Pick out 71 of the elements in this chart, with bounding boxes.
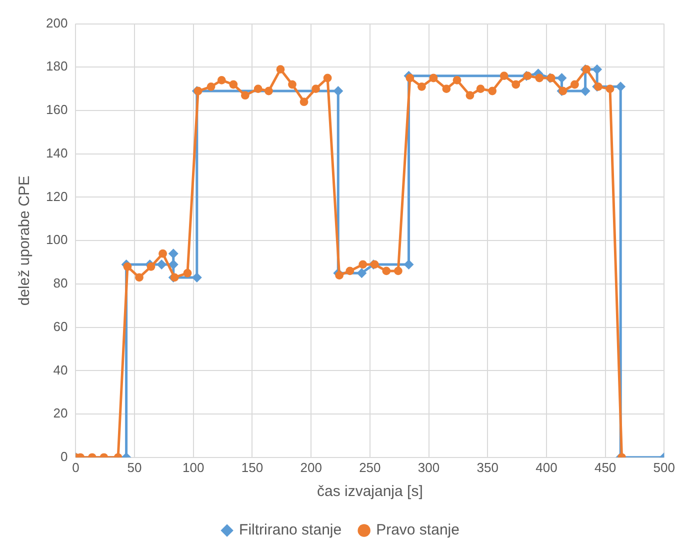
point — [606, 84, 614, 94]
point — [288, 80, 296, 89]
point — [168, 259, 178, 270]
y-tick-label: 100 — [46, 232, 68, 248]
point — [312, 84, 320, 94]
point — [616, 82, 626, 92]
y-tick-label: 180 — [46, 58, 68, 74]
point — [335, 271, 344, 280]
point — [229, 80, 238, 89]
point — [500, 72, 508, 80]
point — [146, 262, 156, 271]
y-tick-label: 0 — [60, 448, 68, 464]
point — [156, 259, 167, 270]
x-tick-label: 50 — [127, 460, 142, 475]
y-tick-label: 40 — [53, 362, 68, 378]
point — [217, 76, 226, 84]
point — [358, 260, 368, 269]
point — [254, 84, 262, 94]
y-tick-label: 140 — [46, 145, 68, 160]
x-tick-label: 0 — [72, 460, 80, 475]
point — [276, 65, 285, 74]
point — [512, 80, 520, 89]
point — [323, 74, 332, 82]
y-tick-label: 120 — [46, 188, 68, 204]
point — [168, 248, 178, 259]
x-tick-label: 200 — [300, 460, 322, 475]
point — [476, 84, 485, 94]
x-tick-label: 150 — [241, 460, 264, 475]
point — [592, 64, 602, 74]
x-tick-label: 400 — [536, 460, 558, 475]
point — [404, 259, 414, 270]
x-tick-label: 350 — [476, 460, 498, 475]
point — [382, 266, 391, 276]
point — [135, 273, 144, 282]
point — [442, 84, 451, 94]
point — [429, 74, 438, 82]
point — [346, 266, 354, 276]
point — [192, 272, 202, 282]
point — [206, 82, 216, 91]
x-tick-label: 100 — [182, 460, 204, 475]
point — [488, 86, 497, 96]
point — [123, 262, 132, 271]
point — [356, 268, 367, 278]
point — [264, 86, 273, 96]
point — [418, 82, 426, 91]
x-tick-label: 450 — [594, 460, 616, 475]
x-tick-label: 300 — [418, 460, 440, 475]
point — [466, 91, 474, 100]
y-tick-label: 160 — [46, 102, 68, 118]
x-tick-label: 250 — [359, 460, 381, 475]
x-axis-title: čas izvajanja [s] — [316, 483, 423, 500]
point — [240, 91, 250, 100]
y-tick-label: 60 — [53, 318, 68, 334]
point — [406, 74, 414, 82]
y-axis-title: delež uporabe CPE — [16, 176, 34, 306]
point — [570, 80, 579, 89]
point — [580, 86, 590, 96]
point — [158, 249, 167, 258]
point — [556, 73, 567, 83]
x-tick-label: 500 — [653, 460, 676, 475]
legend-label: Filtrirano stanje — [239, 522, 342, 539]
point — [394, 266, 402, 276]
point — [300, 98, 308, 106]
point — [333, 86, 344, 96]
y-tick-label: 200 — [46, 15, 68, 30]
point — [452, 76, 462, 84]
point — [535, 74, 544, 82]
y-tick-label: 80 — [53, 276, 68, 291]
legend-label: Pravo stanje — [376, 522, 460, 539]
y-tick-label: 20 — [53, 406, 68, 421]
point — [183, 268, 192, 278]
